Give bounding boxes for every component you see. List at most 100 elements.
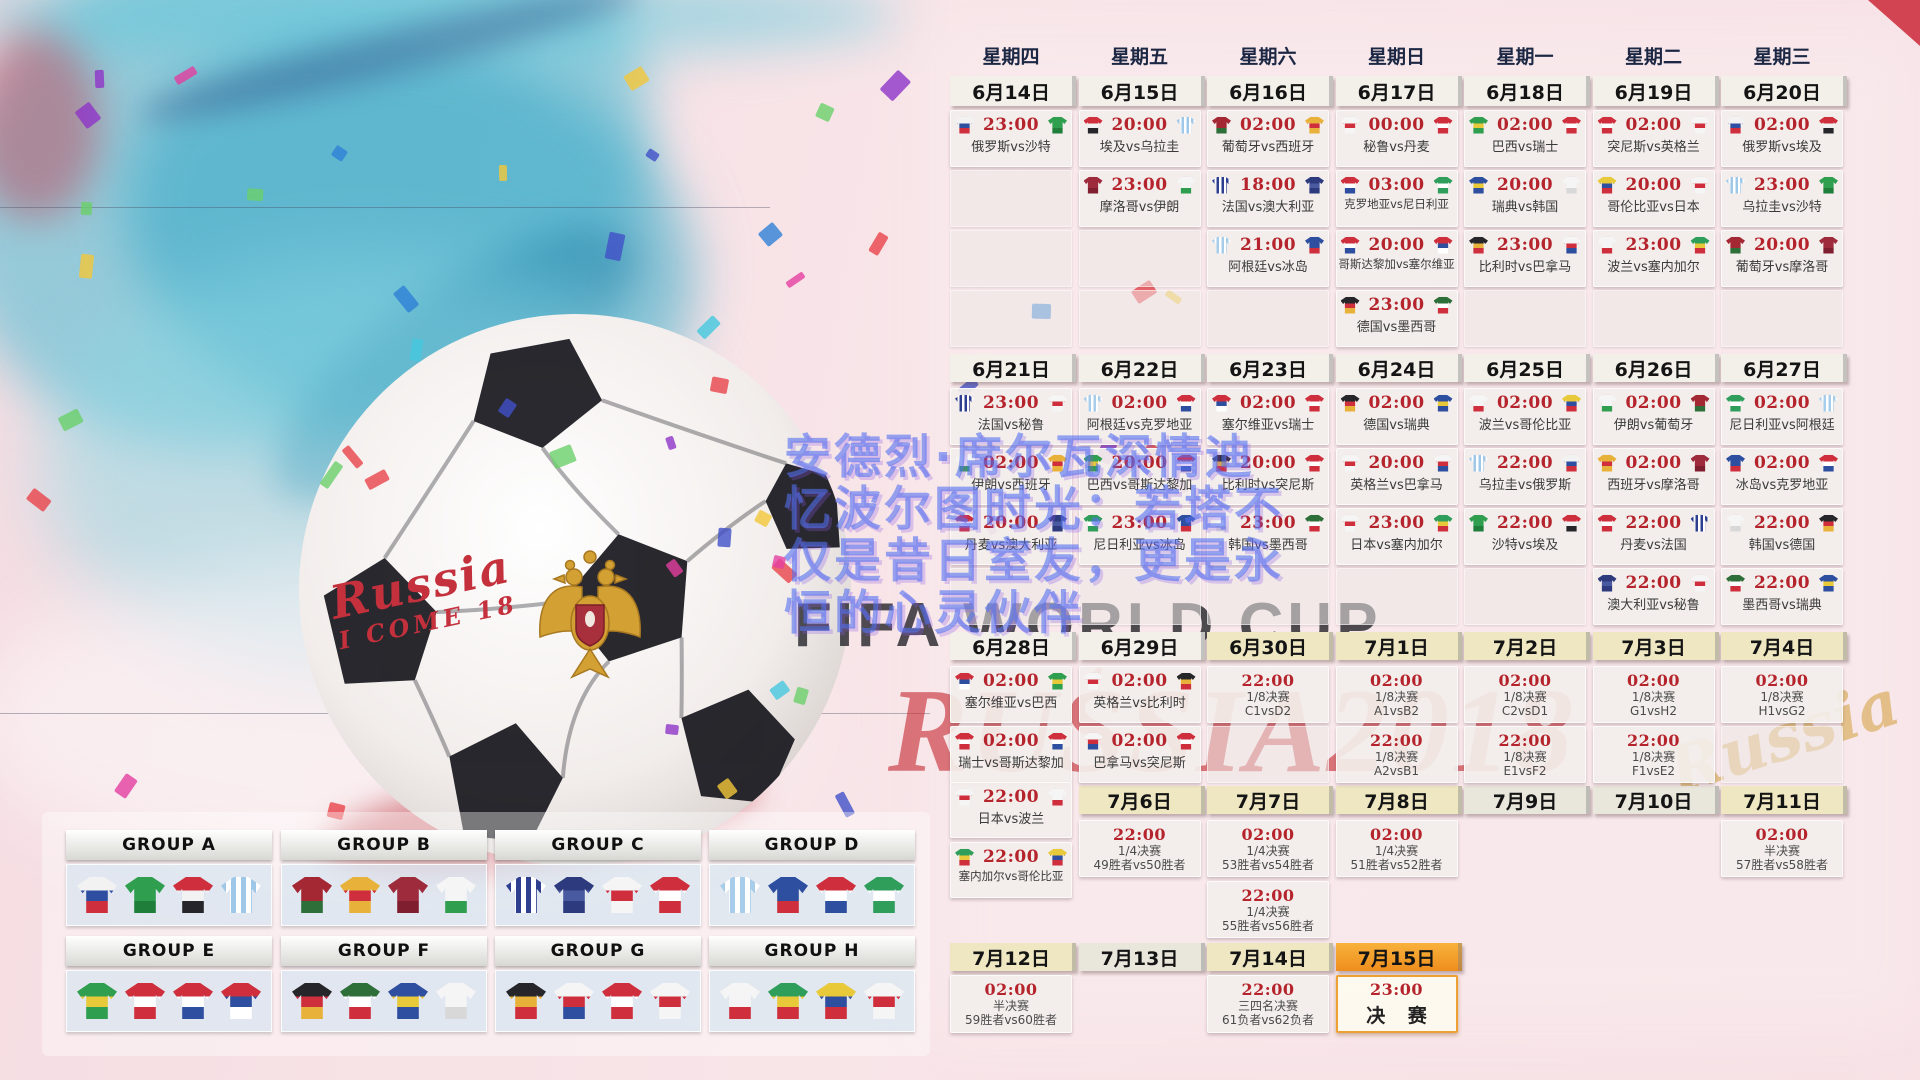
kickoff-time: 22:00 — [1370, 730, 1423, 750]
match-teams-label: 英格兰vs巴拿马 — [1350, 478, 1443, 493]
home-jersey-icon — [1340, 454, 1360, 472]
kickoff-time: 22:00 — [1753, 513, 1811, 533]
away-jersey-icon — [1176, 732, 1196, 750]
group-team-jersey-icon — [506, 877, 546, 913]
match-cell: 20:00 哥斯达黎加vs塞尔维亚 — [1335, 230, 1458, 287]
knockout-info: 02:00 1/8决赛 A1vsB2 — [1337, 667, 1457, 722]
match-row: 20:00 — [1465, 171, 1585, 195]
home-jersey-icon — [1597, 394, 1617, 412]
overlay-text-line-3: 仅是昔日室友，更是永 — [784, 534, 1284, 589]
group-team-jersey-icon — [768, 877, 808, 913]
kickoff-time: 02:00 — [982, 671, 1040, 691]
home-jersey-icon — [1469, 176, 1488, 194]
kickoff-time: 02:00 — [982, 731, 1040, 751]
weekday-label: 星期五 — [1110, 45, 1168, 68]
empty-cell — [1592, 290, 1715, 347]
match-teams-label: 波兰vs塞内加尔 — [1607, 260, 1700, 275]
kickoff-time: 02:00 — [1368, 393, 1425, 413]
final-cell: 23:00 决 赛 — [1335, 975, 1458, 1033]
away-jersey-icon — [1176, 394, 1196, 412]
empty-cell — [1721, 290, 1843, 347]
home-jersey-icon — [1083, 176, 1103, 194]
date-header: 7月11日 — [1721, 786, 1847, 814]
home-jersey-icon — [1469, 394, 1488, 412]
match-teams-label: 丹麦vs澳大利亚 — [964, 538, 1058, 553]
home-jersey-icon — [1340, 296, 1360, 314]
group-teams — [281, 970, 487, 1032]
date-header: 6月23日 — [1207, 354, 1333, 382]
match-cell: 02:00 尼日利亚vs阿根廷 — [1721, 388, 1843, 445]
date-header: 6月16日 — [1207, 76, 1333, 106]
empty-cell — [1207, 568, 1329, 625]
pairing-label: A1vsB2 — [1373, 703, 1420, 718]
group-panel: GROUP G — [495, 936, 701, 1034]
match-row: 23:00 — [951, 111, 1071, 135]
away-jersey-icon — [1690, 236, 1710, 254]
home-jersey-icon — [1726, 514, 1745, 532]
kickoff-time: 02:00 — [1111, 671, 1168, 691]
home-jersey-icon — [1083, 514, 1103, 532]
away-jersey-icon — [1562, 236, 1581, 254]
date-header: 6月24日 — [1335, 354, 1462, 382]
match-row: 02:00 — [1465, 111, 1585, 135]
stage-label: 1/8决赛 — [1631, 749, 1676, 764]
kickoff-time: 23:00 — [1111, 175, 1168, 195]
stage-label: 1/4决赛 — [1246, 904, 1290, 919]
match-teams-label: 法国vs秘鲁 — [977, 418, 1045, 433]
group-team-jersey-icon — [816, 877, 856, 913]
away-jersey-icon — [1690, 394, 1710, 412]
date-header: 6月19日 — [1592, 76, 1719, 106]
home-jersey-icon — [1340, 394, 1360, 412]
knockout-cell: 02:00 1/8决赛 C2vsD1 — [1464, 666, 1586, 723]
away-jersey-icon — [1433, 454, 1453, 472]
knockout-info: 22:00 1/8决赛 F1vsE2 — [1594, 727, 1714, 782]
knockout-cell: 22:00 1/8决赛 C1vsD2 — [1207, 666, 1329, 723]
stage-label: 1/4决赛 — [1246, 843, 1290, 858]
knockout-cell: 22:00 1/8决赛 F1vsE2 — [1592, 726, 1715, 783]
away-jersey-icon — [1048, 848, 1067, 866]
away-jersey-icon — [1305, 236, 1324, 254]
home-jersey-icon — [1340, 514, 1360, 532]
knockout-cell: 22:00 1/8决赛 A2vsB1 — [1335, 726, 1458, 783]
match-row: 02:00 — [1080, 727, 1200, 751]
match-teams-label: 沙特vs埃及 — [1491, 538, 1559, 553]
match-teams-label: 葡萄牙vs西班牙 — [1221, 140, 1315, 155]
date-header: 6月30日 — [1207, 632, 1333, 660]
home-jersey-icon — [955, 732, 974, 750]
corner-red-flag — [1868, 0, 1920, 46]
date-header: 7月8日 — [1335, 786, 1462, 814]
kickoff-time: 02:00 — [1498, 670, 1552, 690]
home-jersey-icon — [1083, 394, 1103, 412]
stage-label: 1/8决赛 — [1246, 689, 1290, 704]
kickoff-time: 02:00 — [984, 980, 1038, 999]
date-header: 6月22日 — [1078, 354, 1205, 382]
date-header: 6月29日 — [1078, 632, 1205, 660]
group-team-jersey-icon — [554, 877, 594, 913]
empty-cell — [950, 568, 1072, 625]
match-cell: 22:00 塞内加尔vs哥伦比亚 — [950, 842, 1072, 898]
group-team-jersey-icon — [554, 983, 594, 1019]
knockout-info: 22:00 1/8决赛 C1vsD2 — [1208, 667, 1328, 722]
stage-label: 1/8决赛 — [1374, 749, 1419, 764]
home-jersey-icon — [1083, 732, 1103, 750]
stage-label: 1/8决赛 — [1503, 689, 1547, 704]
match-cell: 02:00 伊朗vs西班牙 — [950, 448, 1072, 505]
group-team-jersey-icon — [650, 983, 690, 1019]
match-teams-label: 德国vs瑞典 — [1363, 418, 1430, 433]
empty-cell — [1207, 290, 1329, 347]
knockout-info: 02:00 1/8决赛 C2vsD1 — [1465, 667, 1585, 722]
date-header: 7月3日 — [1592, 632, 1719, 660]
match-teams-label: 韩国vs德国 — [1748, 538, 1816, 553]
match-teams-label: 韩国vs墨西哥 — [1228, 538, 1308, 553]
hairline — [0, 207, 770, 208]
home-jersey-icon — [1469, 454, 1488, 472]
knockout-cell: 02:00 1/8决赛 A1vsB2 — [1335, 666, 1458, 723]
pairing-label: 57胜者vs58胜者 — [1736, 857, 1828, 872]
kickoff-time: 22:00 — [1753, 573, 1811, 593]
match-row: 22:00 — [1594, 509, 1714, 533]
weekday-label: 星期二 — [1624, 45, 1682, 68]
pairing-label: 51胜者vs52胜者 — [1350, 857, 1443, 872]
match-row: 03:00 — [1337, 171, 1457, 195]
match-teams-label: 尼日利亚vs阿根廷 — [1729, 418, 1835, 433]
group-team-jersey-icon — [221, 983, 261, 1019]
